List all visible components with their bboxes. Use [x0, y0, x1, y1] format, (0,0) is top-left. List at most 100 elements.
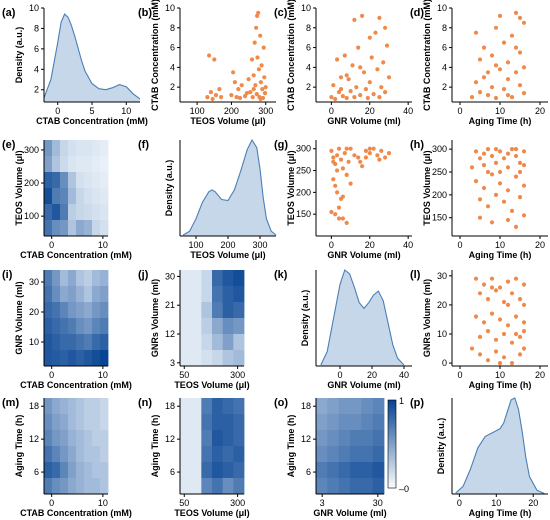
heatmap-cell — [316, 398, 328, 415]
heatmap-cell — [372, 462, 385, 479]
scatter-point — [258, 33, 263, 38]
scatter-point — [333, 96, 338, 102]
y-tick-label: 6 — [34, 467, 39, 477]
heatmap-cell — [316, 446, 328, 463]
panel-label: (o) — [274, 397, 288, 409]
scatter-point — [379, 148, 384, 153]
scatter-point — [356, 45, 361, 50]
x-tick-label: 0 — [337, 370, 342, 380]
scatter-point — [473, 80, 479, 85]
heatmap-cell — [222, 318, 234, 335]
y-tick-label: 6 — [34, 44, 39, 54]
scatter-point — [489, 285, 495, 290]
heatmap-cell — [212, 398, 224, 415]
density-line — [182, 138, 277, 236]
heatmap-cell — [60, 478, 69, 495]
heatmap-cell — [201, 478, 213, 495]
scatter-point — [360, 13, 365, 18]
heatmap-cell — [44, 398, 53, 415]
heatmap-cell — [233, 478, 245, 495]
heatmap-cell — [100, 156, 109, 173]
heatmap-cell — [68, 188, 77, 205]
heatmap-cell — [44, 286, 53, 303]
y-tick-label: 10 — [29, 337, 39, 347]
x-tick-label: 0 — [329, 106, 334, 116]
colorbar-segment — [388, 483, 396, 487]
x-axis-label: Aging Time (h) — [469, 508, 532, 518]
y-tick-label: 200 — [296, 187, 311, 197]
scatter-point — [231, 70, 236, 75]
heatmap-cell — [76, 302, 85, 319]
scatter-point — [521, 91, 527, 96]
heatmap-cell — [44, 204, 53, 221]
y-tick-label: 30 — [29, 277, 39, 287]
heatmap-cell — [76, 270, 85, 287]
heatmap-cell — [68, 140, 77, 157]
scatter-point — [485, 358, 491, 363]
panel-j: 50 300 3 12 21 30 TEOS Volume (μl) GNRs Volume … — [138, 269, 250, 390]
scatter-point — [501, 331, 507, 337]
heatmap-cell — [60, 156, 69, 173]
y-tick-label: 4 — [306, 62, 311, 72]
heatmap-cell — [100, 270, 109, 287]
y-axis-label: TEOS Volume (μl) — [14, 150, 24, 225]
heatmap-cell — [44, 188, 53, 205]
heatmap-cell — [60, 220, 69, 237]
scatter-point — [352, 95, 357, 100]
heatmap-cell — [190, 302, 202, 319]
heatmap-cell — [222, 302, 234, 319]
heatmap-cell — [92, 270, 101, 287]
scatter-point — [377, 157, 382, 162]
colorbar-segment — [388, 426, 396, 429]
scatter-point — [493, 63, 499, 68]
scatter-point — [485, 329, 491, 334]
heatmap-cell — [68, 446, 77, 463]
heatmap-cell — [68, 334, 77, 351]
scatter-point — [386, 151, 392, 156]
scatter-point — [255, 55, 260, 60]
scatter-point — [521, 346, 527, 351]
scatter-point — [358, 159, 363, 164]
heatmap-cell — [233, 334, 245, 351]
x-axis-label: CTAB Concentration (mM) — [20, 508, 132, 518]
heatmap-cell — [68, 156, 77, 173]
colorbar-segment — [388, 466, 396, 469]
scatter-point — [338, 75, 344, 80]
scatter-point — [505, 151, 511, 156]
x-tick-label: 20 — [528, 498, 538, 508]
scatter-point — [261, 45, 266, 50]
heatmap-cell — [180, 286, 192, 303]
scatter-point — [331, 83, 336, 88]
heatmap-cell — [92, 446, 101, 463]
scatter-point — [236, 87, 241, 92]
scatter-point — [505, 93, 511, 98]
y-tick-label: 12 — [165, 434, 175, 444]
scatter-point — [489, 276, 495, 281]
y-tick-label: 8 — [306, 23, 311, 33]
panel-label: (h) — [410, 139, 424, 151]
heatmap-cell — [76, 462, 85, 479]
x-tick-label: 0 — [457, 240, 462, 250]
scatter-point — [234, 95, 239, 100]
scatter-point — [212, 57, 217, 62]
scatter-point — [489, 53, 495, 58]
scatter-point — [497, 169, 503, 175]
heatmap-cell — [92, 172, 101, 189]
scatter-point — [489, 85, 495, 90]
heatmap-cell — [84, 462, 93, 479]
x-tick-label: 20 — [365, 240, 375, 250]
x-tick-label: 0 — [55, 106, 60, 116]
heatmap-cell — [92, 350, 101, 367]
scatter-point — [521, 213, 527, 218]
colorbar-segment — [388, 413, 396, 416]
scatter-point — [513, 331, 519, 337]
heatmap-cell — [233, 430, 245, 447]
heatmap-cell — [52, 156, 61, 173]
scatter-point — [367, 35, 372, 40]
heatmap-cell — [222, 446, 234, 463]
heatmap-cell — [338, 414, 351, 431]
y-tick-label: 2 — [34, 85, 39, 95]
heatmap-cell — [76, 172, 85, 189]
scatter-point — [263, 85, 268, 90]
scatter-point — [367, 146, 372, 151]
